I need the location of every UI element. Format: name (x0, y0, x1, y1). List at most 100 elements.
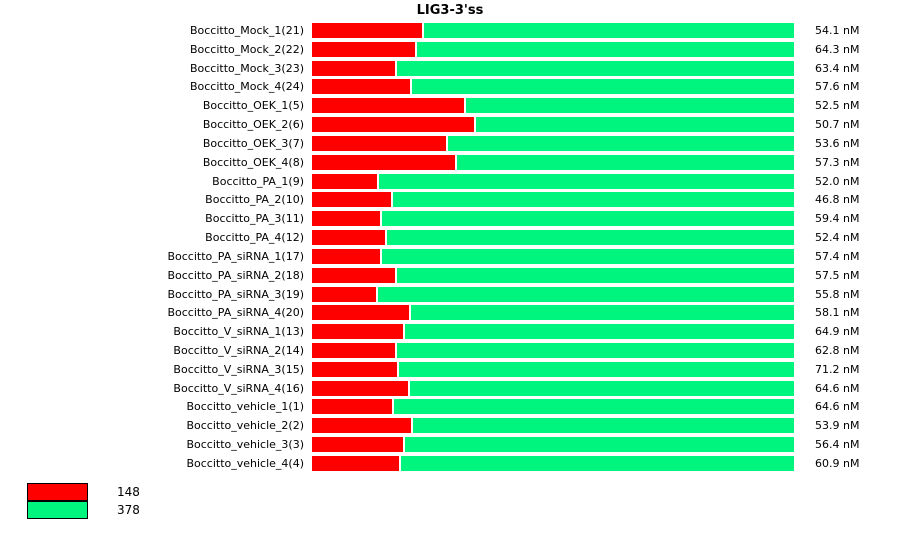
legend-label-148: 148 (117, 485, 140, 499)
row-value: 62.8 nM (815, 343, 860, 357)
bar-segment-378 (423, 22, 794, 38)
bar-segment-148 (312, 98, 464, 114)
bar-track (312, 22, 794, 38)
row-value: 57.5 nM (815, 268, 860, 282)
row-label: Boccitto_PA_siRNA_3(19) (167, 287, 304, 301)
bar-track (312, 60, 794, 76)
bar-track (312, 305, 794, 321)
row-label: Boccitto_vehicle_2(2) (186, 419, 304, 433)
bar-track (312, 286, 794, 302)
chart-row: Boccitto_V_siRNA_4(16) 64.6 nM (0, 379, 900, 398)
bar-segment-148 (312, 135, 446, 151)
bar-segment-378 (393, 192, 794, 208)
row-label: Boccitto_PA_2(10) (205, 193, 304, 207)
bar-track (312, 248, 794, 264)
bar-segment-148 (312, 248, 380, 264)
bar-segment-378 (381, 211, 794, 227)
bar-segment-378 (405, 437, 794, 453)
bar-segment-378 (386, 230, 794, 246)
chart-row: Boccitto_vehicle_1(1) 64.6 nM (0, 398, 900, 417)
chart-row: Boccitto_vehicle_4(4) 60.9 nM (0, 454, 900, 473)
bar-track (312, 192, 794, 208)
bar-segment-148 (312, 455, 399, 471)
chart-row: Boccitto_OEK_3(7) 53.6 nM (0, 134, 900, 153)
bar-track (312, 79, 794, 95)
bar-track (312, 342, 794, 358)
bar-segment-148 (312, 324, 404, 340)
row-value: 60.9 nM (815, 456, 860, 470)
row-label: Boccitto_OEK_2(6) (202, 118, 304, 132)
bar-segment-378 (405, 324, 794, 340)
row-value: 46.8 nM (815, 193, 860, 207)
legend-label-378: 378 (117, 503, 140, 517)
row-label: Boccitto_Mock_2(22) (189, 42, 304, 56)
row-value: 54.1 nM (815, 23, 860, 37)
row-value: 64.3 nM (815, 42, 860, 56)
bar-segment-378 (394, 399, 794, 415)
bar-track (312, 117, 794, 133)
row-value: 58.1 nM (815, 306, 860, 320)
row-label: Boccitto_Mock_3(23) (189, 61, 304, 75)
chart-row: Boccitto_OEK_4(8) 57.3 nM (0, 153, 900, 172)
row-value: 64.6 nM (815, 381, 860, 395)
row-label: Boccitto_V_siRNA_2(14) (173, 343, 304, 357)
bar-track (312, 418, 794, 434)
row-label: Boccitto_V_siRNA_3(15) (173, 362, 304, 376)
bar-segment-148 (312, 173, 378, 189)
row-label: Boccitto_Mock_1(21) (189, 23, 304, 37)
bar-track (312, 211, 794, 227)
row-label: Boccitto_OEK_1(5) (202, 99, 304, 113)
chart-row: Boccitto_V_siRNA_3(15) 71.2 nM (0, 360, 900, 379)
bar-track (312, 267, 794, 283)
bar-segment-378 (381, 248, 794, 264)
row-label: Boccitto_OEK_3(7) (202, 136, 304, 150)
bar-segment-378 (396, 267, 794, 283)
chart-rows: Boccitto_Mock_1(21) 54.1 nM Boccitto_Mock_… (0, 21, 900, 473)
bar-segment-148 (312, 305, 409, 321)
bar-track (312, 154, 794, 170)
bar-track (312, 41, 794, 57)
chart-row: Boccitto_PA_siRNA_3(19) 55.8 nM (0, 285, 900, 304)
bar-track (312, 135, 794, 151)
bar-segment-378 (396, 60, 794, 76)
legend-swatch-378 (27, 500, 88, 519)
chart-row: Boccitto_V_siRNA_2(14) 62.8 nM (0, 341, 900, 360)
bar-track (312, 324, 794, 340)
bar-segment-378 (457, 154, 794, 170)
row-value: 55.8 nM (815, 287, 860, 301)
bar-segment-148 (312, 267, 395, 283)
row-label: Boccitto_vehicle_1(1) (186, 400, 304, 414)
row-label: Boccitto_Mock_4(24) (189, 80, 304, 94)
bar-segment-148 (312, 380, 408, 396)
bar-track (312, 455, 794, 471)
chart-title: LIG3-3'ss (416, 3, 484, 18)
row-label: Boccitto_PA_siRNA_4(20) (167, 306, 304, 320)
row-value: 57.6 nM (815, 80, 860, 94)
bar-track (312, 230, 794, 246)
row-label: Boccitto_vehicle_4(4) (186, 456, 304, 470)
bar-segment-378 (465, 98, 794, 114)
row-value: 52.4 nM (815, 231, 860, 245)
bar-segment-378 (379, 173, 794, 189)
row-label: Boccitto_PA_siRNA_1(17) (167, 249, 304, 263)
bar-track (312, 361, 794, 377)
bar-segment-148 (312, 41, 416, 57)
chart-row: Boccitto_vehicle_2(2) 53.9 nM (0, 416, 900, 435)
chart-row: Boccitto_PA_1(9) 52.0 nM (0, 172, 900, 191)
row-value: 57.4 nM (815, 249, 860, 263)
row-label: Boccitto_PA_siRNA_2(18) (167, 268, 304, 282)
chart-row: Boccitto_OEK_2(6) 50.7 nM (0, 115, 900, 134)
bar-segment-378 (398, 361, 794, 377)
row-value: 56.4 nM (815, 438, 860, 452)
bar-segment-378 (409, 380, 794, 396)
chart-row: Boccitto_Mock_3(23) 63.4 nM (0, 59, 900, 78)
chart-row: Boccitto_Mock_2(22) 64.3 nM (0, 40, 900, 59)
row-label: Boccitto_V_siRNA_4(16) (173, 381, 304, 395)
bar-track (312, 380, 794, 396)
bar-segment-148 (312, 437, 404, 453)
bar-segment-148 (312, 60, 395, 76)
bar-track (312, 437, 794, 453)
row-label: Boccitto_vehicle_3(3) (186, 438, 304, 452)
chart-row: Boccitto_PA_siRNA_2(18) 57.5 nM (0, 266, 900, 285)
bar-segment-148 (312, 154, 456, 170)
